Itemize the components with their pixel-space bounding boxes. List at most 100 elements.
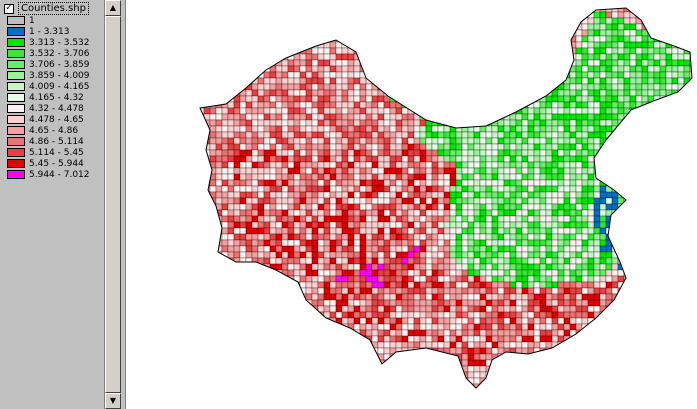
county-polygon[interactable] [437, 233, 445, 241]
county-polygon[interactable] [473, 221, 481, 229]
county-polygon[interactable] [473, 143, 481, 151]
county-polygon[interactable] [353, 185, 361, 193]
county-polygon[interactable] [563, 143, 571, 151]
county-polygon[interactable] [455, 269, 463, 277]
county-polygon[interactable] [269, 89, 277, 97]
county-polygon[interactable] [305, 209, 313, 217]
county-polygon[interactable] [611, 263, 619, 271]
county-polygon[interactable] [311, 23, 319, 31]
county-polygon[interactable] [359, 83, 367, 91]
county-polygon[interactable] [269, 6, 277, 13]
county-polygon[interactable] [557, 71, 565, 79]
county-polygon[interactable] [689, 83, 696, 91]
county-polygon[interactable] [617, 185, 625, 193]
county-polygon[interactable] [317, 47, 325, 55]
county-polygon[interactable] [533, 335, 541, 343]
county-polygon[interactable] [431, 53, 439, 61]
county-polygon[interactable] [347, 155, 355, 163]
county-polygon[interactable] [353, 137, 361, 145]
county-polygon[interactable] [203, 329, 211, 337]
county-polygon[interactable] [539, 287, 547, 295]
county-polygon[interactable] [359, 131, 367, 139]
county-polygon[interactable] [431, 95, 439, 103]
county-polygon[interactable] [605, 197, 613, 205]
county-polygon[interactable] [671, 101, 679, 109]
county-polygon[interactable] [257, 41, 265, 49]
county-polygon[interactable] [533, 275, 541, 283]
county-polygon[interactable] [575, 287, 583, 295]
county-polygon[interactable] [563, 41, 571, 49]
county-polygon[interactable] [660, 0, 666, 6]
county-polygon[interactable] [467, 203, 475, 211]
county-polygon[interactable] [419, 65, 427, 73]
county-polygon[interactable] [629, 125, 637, 133]
county-polygon[interactable] [539, 155, 547, 163]
county-polygon[interactable] [413, 101, 421, 109]
county-polygon[interactable] [353, 77, 361, 85]
county-polygon[interactable] [527, 149, 535, 157]
county-polygon[interactable] [455, 239, 463, 247]
county-polygon[interactable] [605, 335, 613, 343]
county-polygon[interactable] [521, 35, 529, 43]
county-polygon[interactable] [563, 47, 571, 55]
county-polygon[interactable] [209, 23, 217, 31]
county-polygon[interactable] [587, 53, 595, 61]
county-polygon[interactable] [653, 167, 661, 175]
county-polygon[interactable] [335, 83, 343, 91]
county-polygon[interactable] [311, 263, 319, 271]
county-polygon[interactable] [677, 71, 685, 79]
county-polygon[interactable] [245, 269, 253, 277]
county-polygon[interactable] [539, 185, 547, 193]
county-polygon[interactable] [431, 287, 439, 295]
county-polygon[interactable] [479, 197, 487, 205]
county-polygon[interactable] [593, 221, 601, 229]
county-polygon[interactable] [515, 281, 523, 289]
county-polygon[interactable] [641, 173, 649, 181]
county-polygon[interactable] [461, 155, 469, 163]
county-polygon[interactable] [461, 59, 469, 67]
county-polygon[interactable] [677, 65, 685, 73]
county-polygon[interactable] [437, 149, 445, 157]
county-polygon[interactable] [443, 95, 451, 103]
county-polygon[interactable] [647, 83, 655, 91]
county-polygon[interactable] [395, 17, 403, 25]
county-polygon[interactable] [533, 29, 541, 37]
county-polygon[interactable] [605, 161, 613, 169]
county-polygon[interactable] [293, 299, 301, 307]
county-polygon[interactable] [425, 143, 433, 151]
county-polygon[interactable] [186, 162, 192, 168]
county-polygon[interactable] [461, 83, 469, 91]
county-polygon[interactable] [365, 143, 373, 151]
county-polygon[interactable] [413, 59, 421, 67]
county-polygon[interactable] [407, 29, 415, 37]
county-polygon[interactable] [479, 161, 487, 169]
county-polygon[interactable] [599, 131, 607, 139]
county-polygon[interactable] [401, 161, 409, 169]
county-polygon[interactable] [677, 155, 685, 163]
county-polygon[interactable] [665, 191, 673, 199]
county-polygon[interactable] [192, 114, 198, 120]
county-polygon[interactable] [443, 197, 451, 205]
county-polygon[interactable] [341, 161, 349, 169]
county-polygon[interactable] [383, 65, 391, 73]
county-polygon[interactable] [677, 149, 685, 157]
county-polygon[interactable] [359, 311, 367, 319]
county-polygon[interactable] [311, 65, 319, 73]
county-polygon[interactable] [599, 59, 607, 67]
county-polygon[interactable] [413, 275, 421, 283]
county-polygon[interactable] [509, 131, 517, 139]
county-polygon[interactable] [491, 83, 499, 91]
legend-swatch[interactable] [7, 60, 25, 69]
county-polygon[interactable] [437, 41, 445, 49]
county-polygon[interactable] [275, 287, 283, 295]
county-polygon[interactable] [479, 233, 487, 241]
county-polygon[interactable] [227, 233, 235, 241]
county-polygon[interactable] [323, 287, 331, 295]
county-polygon[interactable] [449, 311, 457, 319]
county-polygon[interactable] [281, 221, 289, 229]
county-polygon[interactable] [251, 311, 259, 319]
county-polygon[interactable] [569, 167, 577, 175]
county-polygon[interactable] [605, 317, 613, 325]
county-polygon[interactable] [215, 17, 223, 25]
county-polygon[interactable] [395, 41, 403, 49]
